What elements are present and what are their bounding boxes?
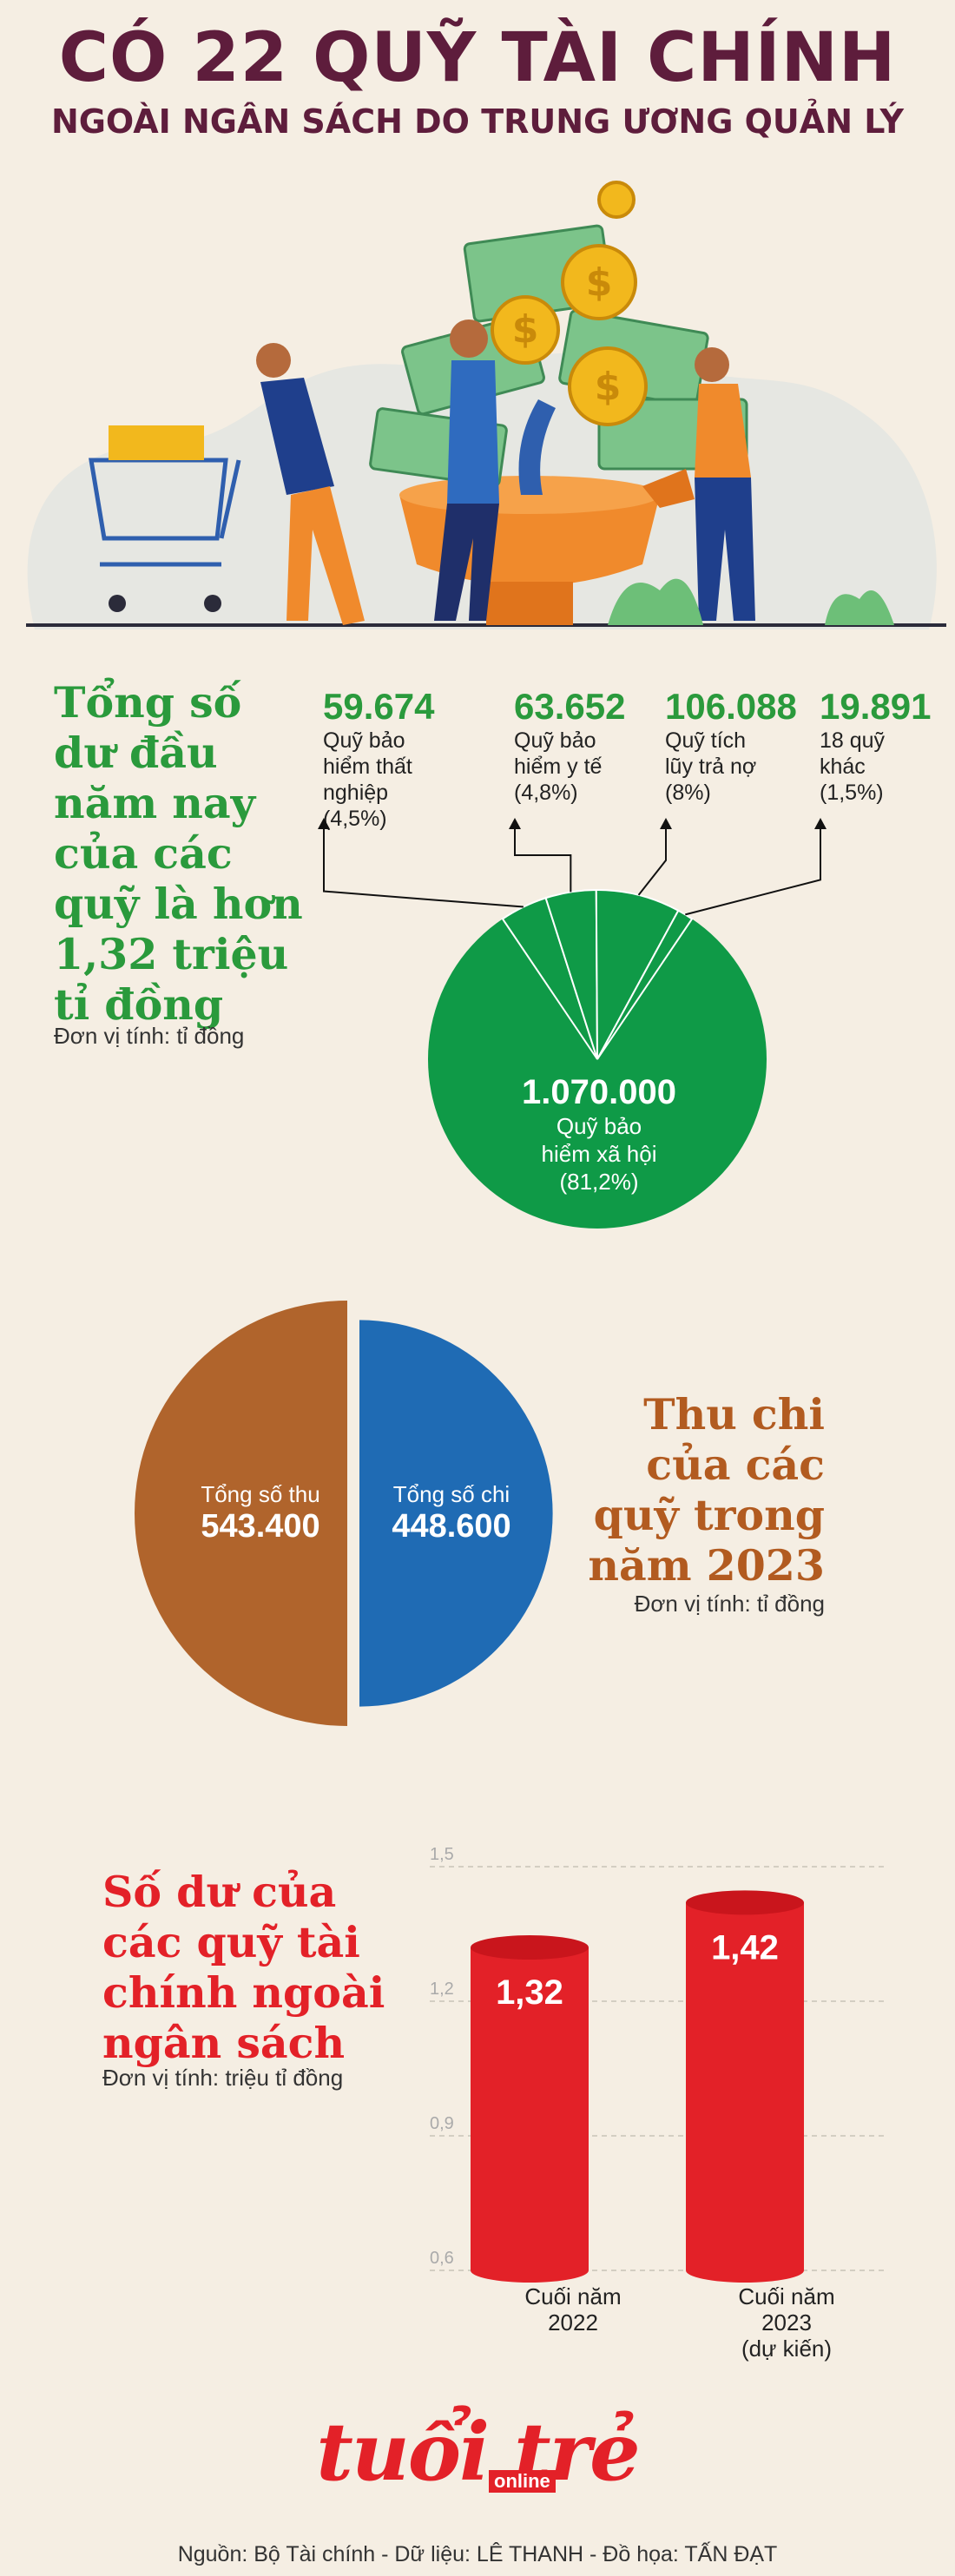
section1-heading-line: tỉ đồng [54, 979, 224, 1030]
bar-category-2023: Cuối năm 2023 (dự kiến) [700, 2283, 873, 2362]
bar [471, 1947, 589, 2283]
bar-category-2022: Cuối năm 2022 [486, 2283, 660, 2336]
balance-bar-chart: 0,6 0,9 1,2 1,5 1,32 1,42 [430, 1845, 886, 2283]
pie1-leader-line [323, 820, 524, 908]
pie1-main-name: (81,2%) [559, 1169, 639, 1195]
fund-name-line: Quỹ bảo [323, 728, 405, 753]
bar-category-line: Cuối năm [524, 2283, 622, 2309]
fund-name-line: (4,8%) [514, 781, 578, 805]
income-label: Tổng số thu 543.400 [156, 1481, 365, 1545]
pie1-leader-arrow [509, 818, 521, 829]
section3-heading-line: Số dư của [102, 1867, 337, 1917]
section1-heading-line: 1,32 triệu [54, 929, 289, 979]
income-value: 543.400 [201, 1508, 320, 1545]
svg-text:$: $ [595, 365, 622, 409]
fund-label-health: 63.652 Quỹ bảo hiểm y tế (4,8%) [514, 686, 644, 806]
section1-heading-line: của các [54, 828, 233, 879]
bar-value-label: 1,42 [711, 1928, 779, 1967]
section2-heading: Thu chi của các quỹ trong năm 2023 [556, 1389, 825, 1591]
pie1-leader-line [685, 820, 821, 916]
bar-top [686, 1890, 804, 1915]
income-name: Tổng số thu [201, 1481, 320, 1507]
bar-category-line: (dự kiến) [741, 2336, 833, 2362]
section3-heading: Số dư của các quỹ tài chính ngoài ngân s… [102, 1867, 415, 2068]
pie1-leader-arrow [318, 818, 330, 829]
bar-category-line: Cuối năm [738, 2283, 835, 2309]
pie1-main-name: Quỹ bảo [556, 1113, 642, 1139]
source-credit: Nguồn: Bộ Tài chính - Dữ liệu: LÊ THANH … [177, 2542, 778, 2566]
expense-name: Tổng số chi [392, 1481, 510, 1507]
pie1-main-value: 1.070.000 [522, 1073, 676, 1111]
fund-name-line: Quỹ bảo [514, 728, 596, 753]
section3-heading-line: chính ngoài [102, 1967, 385, 2018]
section2-heading-line: quỹ trong [593, 1490, 825, 1540]
fund-value: 106.088 [665, 686, 797, 727]
expense-value: 448.600 [392, 1508, 511, 1545]
fund-value: 63.652 [514, 686, 626, 727]
fund-label-debt: 106.088 Quỹ tích lũy trả nợ (8%) [665, 686, 797, 806]
pie1-leader-line [514, 820, 572, 893]
section2-heading-line: Thu chi [643, 1389, 825, 1440]
section3-heading-line: các quỹ tài [102, 1917, 360, 1967]
bar-y-tick-label: 1,5 [430, 1845, 454, 1864]
bar-top [471, 1935, 589, 1960]
bar [686, 1902, 804, 2283]
fund-name-line: lũy trả nợ [665, 754, 757, 779]
fund-value: 19.891 [820, 686, 932, 727]
bar-category-line: 2023 [761, 2309, 812, 2336]
fund-pie-chart [318, 818, 827, 1229]
bar-y-tick-label: 0,6 [430, 2249, 454, 2268]
brand-logo-sub: online [489, 2470, 556, 2493]
pie1-leader-arrow [660, 818, 672, 829]
section3-heading-line: ngân sách [102, 2018, 346, 2068]
expense-half [359, 1320, 553, 1707]
fund-value: 59.674 [323, 686, 435, 727]
expense-label: Tổng số chi 448.600 [365, 1481, 538, 1545]
bar-y-tick-label: 1,2 [430, 1980, 454, 1999]
income-half [135, 1301, 347, 1726]
section1-unit: Đơn vị tính: tỉ đồng [54, 1023, 245, 1049]
fund-label-other: 19.891 18 quỹ khác (1,5%) [820, 686, 941, 806]
fund-name-line: Quỹ tích [665, 728, 747, 753]
section3-unit: Đơn vị tính: triệu tỉ đồng [102, 2065, 344, 2091]
fund-name-line: khác [820, 754, 866, 779]
pie1-leader-line [637, 820, 667, 896]
hero-illustration: $ $ $ [26, 181, 946, 629]
income-expense-chart [135, 1301, 553, 1726]
pie1-leader-arrow [814, 818, 827, 829]
pie1-main-name: hiểm xã hội [541, 1141, 657, 1167]
section2-heading-line: của các [646, 1440, 825, 1490]
section1-heading-line: dư đầu [54, 728, 218, 778]
section1-heading: Tổng số dư đầu năm nay của các quỹ là hơ… [54, 677, 332, 1030]
page-title: CÓ 22 QUỸ TÀI CHÍNH [58, 19, 897, 97]
pie1-main-label: 1.070.000 Quỹ bảo hiểm xã hội (81,2%) [469, 1073, 729, 1196]
brand-logo: tuổi trẻ [316, 2405, 640, 2499]
section2-unit: Đơn vị tính: tỉ đồng [634, 1591, 825, 1617]
bar-y-tick-label: 0,9 [430, 2114, 454, 2133]
bar-value-label: 1,32 [496, 1973, 563, 2012]
fund-name-line: hiểm y tế [514, 754, 603, 779]
section2-heading-line: năm 2023 [588, 1540, 825, 1591]
fund-name-line: (1,5%) [820, 781, 884, 805]
page-subtitle: NGOÀI NGÂN SÁCH DO TRUNG ƯƠNG QUẢN LÝ [50, 102, 905, 141]
fund-name-line: (8%) [665, 781, 711, 805]
fund-name-line: 18 quỹ [820, 728, 886, 753]
fund-name-line: nghiệp (4,5%) [323, 781, 389, 831]
pie1-slice [595, 888, 680, 1060]
section1-heading-line: quỹ là hơn [54, 879, 303, 929]
fund-name-line: hiểm thất [323, 754, 412, 779]
section1-heading-line: năm nay [54, 778, 256, 828]
svg-text:$: $ [512, 307, 539, 352]
bar-category-line: 2022 [548, 2309, 598, 2336]
section1-heading-line: Tổng số [54, 677, 242, 728]
fund-label-unemployment: 59.674 Quỹ bảo hiểm thất nghiệp (4,5%) [323, 686, 445, 832]
svg-text:$: $ [586, 260, 613, 305]
